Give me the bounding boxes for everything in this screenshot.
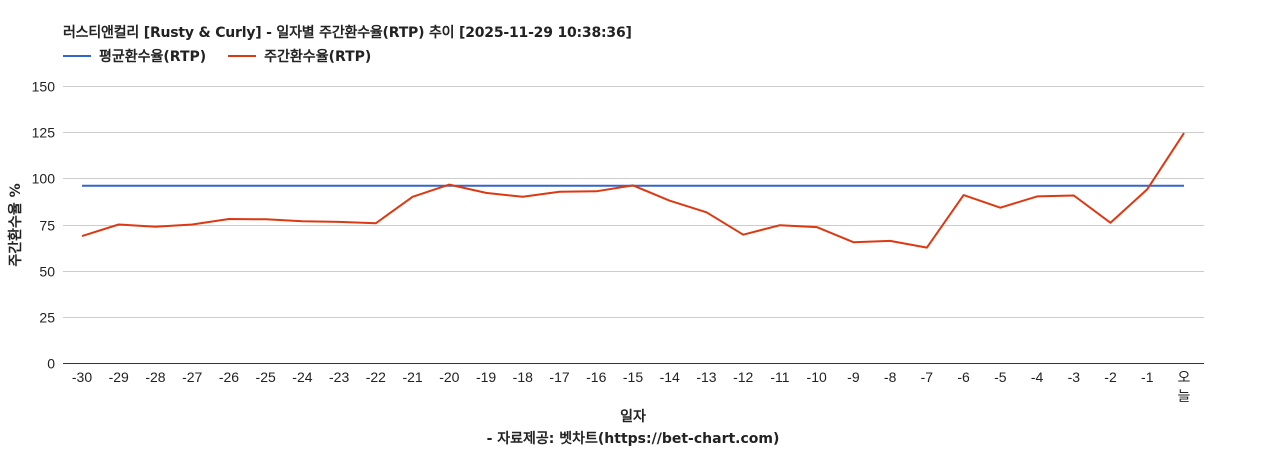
x-tick-label: -20 (439, 369, 459, 385)
legend: 평균환수율(RTP) 주간환수율(RTP) (63, 46, 393, 66)
legend-label-weekly: 주간환수율(RTP) (264, 49, 372, 65)
x-tick-label: -1 (1141, 369, 1154, 385)
x-tick-label: -12 (733, 369, 753, 385)
y-tick-label: 0 (47, 356, 55, 372)
chart-title: 러스티앤컬리 [Rusty & Curly] - 일자별 주간환수율(RTP) … (63, 25, 632, 41)
y-tick-label: 100 (32, 171, 56, 187)
x-tick-label: -8 (884, 369, 897, 385)
x-tick-label: -17 (549, 369, 569, 385)
x-tick-label: -23 (329, 369, 349, 385)
x-tick-label: 오 (1178, 369, 1191, 385)
x-axis-ticks: -30 -29 -28 -27 -26 -25 -24 -23 -22 -21 -20 -19 -18-… (72, 369, 1191, 404)
x-tick-label: -15 (623, 369, 643, 385)
y-axis-label: 주간환수율 % (8, 183, 24, 267)
x-tick-label: -11 (770, 369, 789, 385)
x-tick-label: -22 (366, 369, 386, 385)
x-tick-label: -28 (145, 369, 165, 385)
legend-swatch-average (63, 55, 91, 57)
x-tick-label: -3 (1068, 369, 1081, 385)
x-tick-label: -29 (109, 369, 129, 385)
x-tick-label: -14 (660, 369, 680, 385)
x-tick-label: -10 (807, 369, 827, 385)
x-tick-label: -18 (513, 369, 533, 385)
x-tick-label: -9 (847, 369, 860, 385)
x-tick-label: -30 (72, 369, 92, 385)
x-tick-label: 늘 (1178, 388, 1191, 404)
x-tick-label: -13 (696, 369, 716, 385)
x-tick-label: -16 (586, 369, 606, 385)
x-tick-label: -19 (476, 369, 496, 385)
legend-swatch-weekly (228, 55, 257, 57)
legend-item-average[interactable]: 평균환수율(RTP) (63, 46, 206, 66)
x-tick-label: -26 (219, 369, 239, 385)
x-tick-label: -4 (1031, 369, 1044, 385)
x-tick-label: -27 (182, 369, 202, 385)
y-tick-label: 50 (39, 264, 55, 280)
y-axis-ticks: 0 25 50 75 100 125 150 (32, 79, 56, 372)
y-tick-label: 150 (32, 79, 56, 95)
legend-label-average: 평균환수율(RTP) (99, 49, 207, 65)
y-tick-label: 25 (39, 310, 55, 326)
x-tick-label: -21 (402, 369, 422, 385)
x-tick-label: -24 (292, 369, 312, 385)
series-lines (81, 132, 1185, 249)
source-credit: - 자료제공: 벳차트(https://bet-chart.com) (486, 431, 780, 447)
x-tick-label: -25 (256, 369, 276, 385)
y-tick-label: 125 (32, 125, 56, 141)
x-tick-label: -6 (957, 369, 970, 385)
y-tick-label: 75 (39, 218, 55, 234)
x-tick-label: -5 (994, 369, 1007, 385)
x-tick-label: -2 (1104, 369, 1117, 385)
weekly-rtp-line[interactable] (81, 132, 1185, 249)
legend-item-weekly[interactable]: 주간환수율(RTP) (228, 46, 371, 66)
gridlines (63, 86, 1204, 364)
x-tick-label: -7 (921, 369, 934, 385)
x-axis-label: 일자 (620, 409, 646, 425)
